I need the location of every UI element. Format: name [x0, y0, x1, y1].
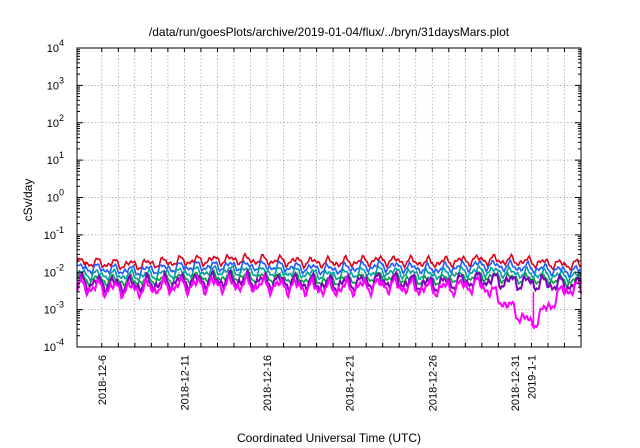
data-point [233, 279, 235, 281]
data-point [133, 288, 136, 291]
data-point [480, 263, 483, 266]
data-point [84, 273, 87, 275]
data-point [480, 279, 483, 281]
data-point [431, 261, 434, 264]
data-point [431, 268, 434, 271]
y-tick-label: 100 [47, 188, 64, 205]
x-tick-label: 2018-12-26 [427, 355, 439, 411]
data-point [530, 273, 533, 275]
y-tick-label: 103 [47, 75, 64, 92]
data-point [133, 263, 136, 266]
y-tick-label: 102 [47, 113, 64, 130]
data-point [431, 287, 434, 290]
data-point [133, 269, 136, 272]
data-point [84, 286, 87, 289]
x-tick-label: 2018-12-6 [97, 355, 109, 405]
data-point [332, 268, 335, 271]
y-axis: 10-4 10-3 10-2 10-1 100 101 102 103 104 [44, 38, 581, 354]
y-tick-label: 10-3 [44, 300, 64, 317]
data-point [133, 283, 136, 286]
data-point [233, 283, 235, 286]
series-2 [76, 264, 582, 284]
data-point [480, 283, 483, 286]
series-1 [76, 258, 582, 279]
data-point [332, 261, 335, 264]
y-tick-label: 10-2 [44, 262, 64, 279]
data-point [183, 271, 186, 274]
data-point [133, 280, 136, 282]
x-tick-label: 2018-12-16 [262, 355, 274, 411]
y-tick-label: 101 [47, 150, 64, 167]
data-point [332, 273, 335, 276]
x-tick-label: 2018-12-11 [179, 355, 191, 410]
data-point [133, 274, 136, 277]
data-point [233, 258, 235, 261]
data-point [381, 270, 384, 273]
data-point [84, 261, 87, 264]
data-point [563, 263, 566, 266]
data-point [183, 260, 186, 262]
data-point [332, 287, 335, 290]
data-point [84, 267, 87, 269]
x-tick-label: 2018-12-31 [510, 355, 522, 411]
data-point [233, 275, 235, 278]
series-0 [76, 252, 582, 272]
x-tick-label: 2019-1-1 [526, 355, 538, 399]
data-point [563, 283, 566, 286]
data-point [183, 265, 186, 268]
series-line [76, 258, 582, 279]
x-axis: 2018-12-6 2018-12-11 2018-12-16 2018-12-21 2… [97, 48, 565, 411]
data-point [282, 271, 285, 274]
data-point [381, 283, 384, 286]
data-point [183, 284, 186, 287]
series-group [76, 252, 582, 330]
data-point [381, 276, 384, 278]
data-point [563, 274, 566, 277]
data-point [381, 264, 384, 267]
series-line [76, 270, 582, 330]
data-point [530, 281, 533, 284]
data-point [233, 269, 235, 272]
data-point [332, 283, 335, 286]
series-line [76, 252, 582, 272]
data-point [282, 260, 285, 262]
y-tick-label: 104 [47, 38, 64, 55]
x-tick-label: 2018-12-21 [345, 355, 357, 411]
series-line [76, 264, 582, 284]
series-5 [76, 270, 582, 330]
data-point [480, 258, 483, 261]
data-point [282, 285, 285, 287]
data-point [530, 260, 533, 263]
data-point [381, 259, 384, 262]
data-point [431, 273, 434, 276]
data-point [282, 265, 285, 268]
y-tick-label: 10-1 [44, 225, 64, 242]
data-point [480, 269, 483, 272]
data-point [530, 267, 533, 269]
chart-title: /data/run/goesPlots/archive/2019-01-04/f… [149, 25, 510, 39]
y-axis-label: cSv/day [21, 179, 35, 222]
x-axis-label: Coordinated Universal Time (UTC) [237, 431, 421, 445]
data-point [530, 323, 533, 326]
data-point [563, 288, 566, 291]
y-tick-label: 10-4 [44, 337, 64, 354]
data-point [563, 269, 566, 272]
